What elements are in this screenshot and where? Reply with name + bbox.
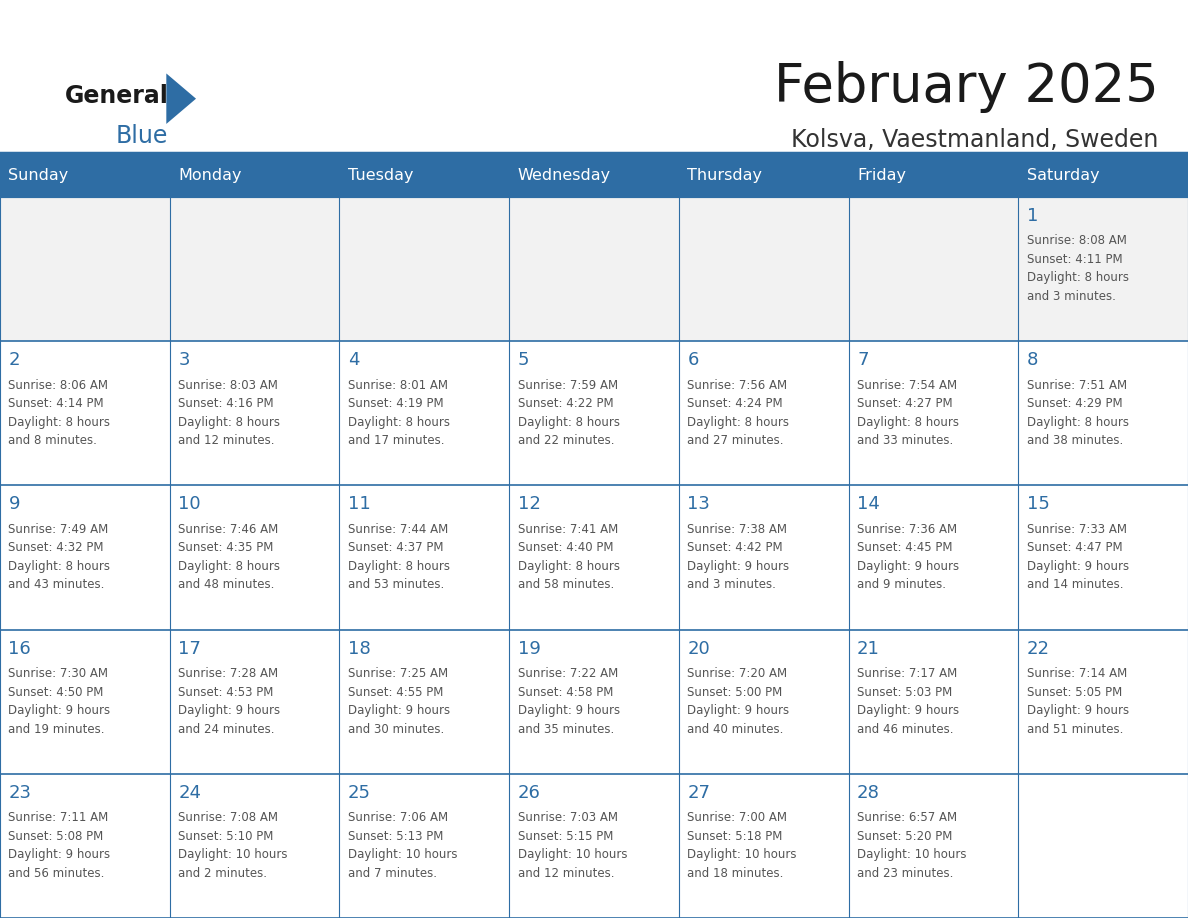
Text: Sunrise: 7:38 AM
Sunset: 4:42 PM
Daylight: 9 hours
and 3 minutes.: Sunrise: 7:38 AM Sunset: 4:42 PM Dayligh…: [688, 523, 790, 591]
Text: Sunrise: 7:17 AM
Sunset: 5:03 PM
Daylight: 9 hours
and 46 minutes.: Sunrise: 7:17 AM Sunset: 5:03 PM Dayligh…: [857, 667, 959, 735]
Text: Wednesday: Wednesday: [518, 169, 611, 184]
Text: Sunrise: 7:54 AM
Sunset: 4:27 PM
Daylight: 8 hours
and 33 minutes.: Sunrise: 7:54 AM Sunset: 4:27 PM Dayligh…: [857, 379, 959, 447]
Text: 17: 17: [178, 640, 201, 657]
Text: Sunrise: 8:08 AM
Sunset: 4:11 PM
Daylight: 8 hours
and 3 minutes.: Sunrise: 8:08 AM Sunset: 4:11 PM Dayligh…: [1026, 234, 1129, 303]
Text: Kolsva, Vaestmanland, Sweden: Kolsva, Vaestmanland, Sweden: [791, 129, 1158, 152]
Text: Sunrise: 7:44 AM
Sunset: 4:37 PM
Daylight: 8 hours
and 53 minutes.: Sunrise: 7:44 AM Sunset: 4:37 PM Dayligh…: [348, 523, 450, 591]
Text: 27: 27: [688, 784, 710, 802]
Text: Monday: Monday: [178, 169, 241, 184]
Text: 15: 15: [1026, 496, 1050, 513]
Text: 21: 21: [857, 640, 880, 657]
Text: 9: 9: [8, 496, 20, 513]
Text: Sunrise: 7:49 AM
Sunset: 4:32 PM
Daylight: 8 hours
and 43 minutes.: Sunrise: 7:49 AM Sunset: 4:32 PM Dayligh…: [8, 523, 110, 591]
Text: Sunrise: 7:41 AM
Sunset: 4:40 PM
Daylight: 8 hours
and 58 minutes.: Sunrise: 7:41 AM Sunset: 4:40 PM Dayligh…: [518, 523, 620, 591]
Text: Sunrise: 8:03 AM
Sunset: 4:16 PM
Daylight: 8 hours
and 12 minutes.: Sunrise: 8:03 AM Sunset: 4:16 PM Dayligh…: [178, 379, 280, 447]
Text: 23: 23: [8, 784, 32, 802]
Text: Sunrise: 7:20 AM
Sunset: 5:00 PM
Daylight: 9 hours
and 40 minutes.: Sunrise: 7:20 AM Sunset: 5:00 PM Dayligh…: [688, 667, 790, 735]
Text: 26: 26: [518, 784, 541, 802]
Text: Sunrise: 8:06 AM
Sunset: 4:14 PM
Daylight: 8 hours
and 8 minutes.: Sunrise: 8:06 AM Sunset: 4:14 PM Dayligh…: [8, 379, 110, 447]
Text: Sunrise: 7:25 AM
Sunset: 4:55 PM
Daylight: 9 hours
and 30 minutes.: Sunrise: 7:25 AM Sunset: 4:55 PM Dayligh…: [348, 667, 450, 735]
Text: Sunrise: 7:51 AM
Sunset: 4:29 PM
Daylight: 8 hours
and 38 minutes.: Sunrise: 7:51 AM Sunset: 4:29 PM Dayligh…: [1026, 379, 1129, 447]
Text: 2: 2: [8, 352, 20, 369]
Text: Sunrise: 7:56 AM
Sunset: 4:24 PM
Daylight: 8 hours
and 27 minutes.: Sunrise: 7:56 AM Sunset: 4:24 PM Dayligh…: [688, 379, 789, 447]
Text: 1: 1: [1026, 207, 1038, 225]
Text: General: General: [65, 84, 169, 108]
Text: Thursday: Thursday: [688, 169, 763, 184]
Text: Sunrise: 7:00 AM
Sunset: 5:18 PM
Daylight: 10 hours
and 18 minutes.: Sunrise: 7:00 AM Sunset: 5:18 PM Dayligh…: [688, 812, 797, 879]
Text: 8: 8: [1026, 352, 1038, 369]
Text: 12: 12: [518, 496, 541, 513]
Text: 16: 16: [8, 640, 31, 657]
Text: 19: 19: [518, 640, 541, 657]
Text: 14: 14: [857, 496, 880, 513]
Text: 11: 11: [348, 496, 371, 513]
Text: 3: 3: [178, 352, 190, 369]
Text: Tuesday: Tuesday: [348, 169, 413, 184]
Text: Sunrise: 7:59 AM
Sunset: 4:22 PM
Daylight: 8 hours
and 22 minutes.: Sunrise: 7:59 AM Sunset: 4:22 PM Dayligh…: [518, 379, 620, 447]
Text: 22: 22: [1026, 640, 1050, 657]
Text: Sunrise: 7:11 AM
Sunset: 5:08 PM
Daylight: 9 hours
and 56 minutes.: Sunrise: 7:11 AM Sunset: 5:08 PM Dayligh…: [8, 812, 110, 879]
Text: Sunrise: 7:30 AM
Sunset: 4:50 PM
Daylight: 9 hours
and 19 minutes.: Sunrise: 7:30 AM Sunset: 4:50 PM Dayligh…: [8, 667, 110, 735]
Text: February 2025: February 2025: [773, 62, 1158, 113]
Text: 13: 13: [688, 496, 710, 513]
Text: 28: 28: [857, 784, 880, 802]
Text: 4: 4: [348, 352, 360, 369]
Text: Sunrise: 7:28 AM
Sunset: 4:53 PM
Daylight: 9 hours
and 24 minutes.: Sunrise: 7:28 AM Sunset: 4:53 PM Dayligh…: [178, 667, 280, 735]
Text: 10: 10: [178, 496, 201, 513]
Text: Sunrise: 7:33 AM
Sunset: 4:47 PM
Daylight: 9 hours
and 14 minutes.: Sunrise: 7:33 AM Sunset: 4:47 PM Dayligh…: [1026, 523, 1129, 591]
Text: Sunrise: 7:06 AM
Sunset: 5:13 PM
Daylight: 10 hours
and 7 minutes.: Sunrise: 7:06 AM Sunset: 5:13 PM Dayligh…: [348, 812, 457, 879]
Text: 7: 7: [857, 352, 868, 369]
Text: Sunrise: 7:03 AM
Sunset: 5:15 PM
Daylight: 10 hours
and 12 minutes.: Sunrise: 7:03 AM Sunset: 5:15 PM Dayligh…: [518, 812, 627, 879]
Text: Sunrise: 7:14 AM
Sunset: 5:05 PM
Daylight: 9 hours
and 51 minutes.: Sunrise: 7:14 AM Sunset: 5:05 PM Dayligh…: [1026, 667, 1129, 735]
Text: 25: 25: [348, 784, 371, 802]
Text: Sunrise: 6:57 AM
Sunset: 5:20 PM
Daylight: 10 hours
and 23 minutes.: Sunrise: 6:57 AM Sunset: 5:20 PM Dayligh…: [857, 812, 967, 879]
Text: 20: 20: [688, 640, 710, 657]
Text: Sunrise: 8:01 AM
Sunset: 4:19 PM
Daylight: 8 hours
and 17 minutes.: Sunrise: 8:01 AM Sunset: 4:19 PM Dayligh…: [348, 379, 450, 447]
Text: Saturday: Saturday: [1026, 169, 1099, 184]
Text: Sunday: Sunday: [8, 169, 69, 184]
Text: Sunrise: 7:22 AM
Sunset: 4:58 PM
Daylight: 9 hours
and 35 minutes.: Sunrise: 7:22 AM Sunset: 4:58 PM Dayligh…: [518, 667, 620, 735]
Text: 24: 24: [178, 784, 201, 802]
Polygon shape: [166, 73, 196, 124]
Text: 5: 5: [518, 352, 529, 369]
Text: Sunrise: 7:46 AM
Sunset: 4:35 PM
Daylight: 8 hours
and 48 minutes.: Sunrise: 7:46 AM Sunset: 4:35 PM Dayligh…: [178, 523, 280, 591]
Text: Friday: Friday: [857, 169, 906, 184]
Text: Sunrise: 7:36 AM
Sunset: 4:45 PM
Daylight: 9 hours
and 9 minutes.: Sunrise: 7:36 AM Sunset: 4:45 PM Dayligh…: [857, 523, 959, 591]
Text: Sunrise: 7:08 AM
Sunset: 5:10 PM
Daylight: 10 hours
and 2 minutes.: Sunrise: 7:08 AM Sunset: 5:10 PM Dayligh…: [178, 812, 287, 879]
Text: Blue: Blue: [115, 124, 168, 148]
Text: 18: 18: [348, 640, 371, 657]
Text: 6: 6: [688, 352, 699, 369]
